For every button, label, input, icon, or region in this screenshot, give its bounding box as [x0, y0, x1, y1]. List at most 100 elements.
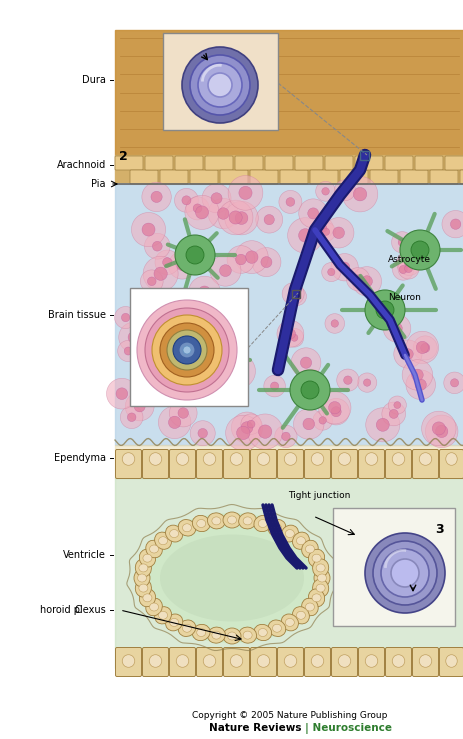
Circle shape — [321, 188, 329, 195]
FancyBboxPatch shape — [169, 647, 195, 676]
Text: | Neuroscience: | Neuroscience — [304, 723, 391, 734]
Circle shape — [375, 301, 393, 319]
Circle shape — [208, 198, 238, 228]
FancyBboxPatch shape — [412, 647, 438, 676]
Ellipse shape — [315, 584, 325, 592]
Ellipse shape — [238, 627, 256, 643]
Ellipse shape — [305, 545, 314, 553]
FancyBboxPatch shape — [115, 156, 143, 170]
Circle shape — [137, 300, 237, 400]
Circle shape — [342, 177, 377, 212]
Ellipse shape — [301, 599, 318, 616]
FancyBboxPatch shape — [339, 170, 367, 184]
Ellipse shape — [149, 603, 158, 611]
Circle shape — [274, 425, 296, 448]
Ellipse shape — [165, 525, 182, 542]
Bar — [163, 33, 277, 130]
Circle shape — [125, 392, 154, 420]
Ellipse shape — [238, 513, 256, 529]
Circle shape — [343, 376, 351, 384]
Circle shape — [173, 336, 200, 364]
Ellipse shape — [268, 620, 285, 636]
Circle shape — [182, 346, 191, 354]
Circle shape — [211, 193, 222, 204]
Ellipse shape — [284, 453, 296, 466]
Circle shape — [154, 267, 167, 280]
Circle shape — [214, 304, 244, 335]
Circle shape — [312, 218, 332, 239]
Circle shape — [174, 188, 198, 212]
Circle shape — [290, 334, 297, 341]
Ellipse shape — [296, 537, 305, 545]
Circle shape — [450, 378, 457, 387]
Circle shape — [324, 313, 344, 333]
Text: Ependyma: Ependyma — [54, 453, 106, 463]
Circle shape — [128, 332, 139, 343]
Bar — [291, 290, 300, 298]
Circle shape — [181, 196, 191, 205]
Circle shape — [142, 223, 155, 236]
Text: Pia: Pia — [91, 179, 106, 189]
Circle shape — [321, 262, 340, 282]
Ellipse shape — [145, 599, 162, 616]
Circle shape — [288, 287, 306, 305]
Circle shape — [186, 197, 209, 220]
Circle shape — [318, 392, 350, 424]
FancyBboxPatch shape — [142, 449, 168, 478]
Circle shape — [290, 348, 320, 378]
Circle shape — [119, 322, 149, 353]
Text: C: C — [74, 605, 81, 615]
Ellipse shape — [160, 534, 303, 621]
Ellipse shape — [243, 631, 251, 639]
Circle shape — [245, 251, 257, 263]
FancyBboxPatch shape — [142, 647, 168, 676]
Circle shape — [315, 181, 335, 201]
Circle shape — [154, 362, 166, 374]
Bar — [130, 288, 247, 406]
Text: Neuron: Neuron — [387, 293, 420, 302]
Text: Astrocyte: Astrocyte — [387, 255, 430, 264]
Circle shape — [318, 224, 326, 232]
Ellipse shape — [281, 525, 298, 542]
Ellipse shape — [149, 453, 162, 466]
Circle shape — [410, 241, 428, 259]
Circle shape — [152, 242, 162, 251]
Circle shape — [144, 234, 170, 259]
FancyBboxPatch shape — [223, 647, 249, 676]
Circle shape — [282, 283, 303, 304]
Circle shape — [258, 425, 271, 438]
Circle shape — [443, 372, 463, 394]
Circle shape — [357, 373, 376, 392]
FancyBboxPatch shape — [309, 170, 337, 184]
Ellipse shape — [158, 611, 167, 619]
Ellipse shape — [292, 607, 309, 624]
Circle shape — [289, 370, 329, 410]
Ellipse shape — [315, 564, 325, 572]
Circle shape — [140, 270, 163, 293]
Circle shape — [260, 256, 271, 268]
Circle shape — [417, 239, 437, 259]
FancyBboxPatch shape — [384, 156, 412, 170]
Circle shape — [421, 411, 455, 446]
Circle shape — [235, 241, 268, 273]
Circle shape — [364, 290, 404, 330]
Circle shape — [198, 63, 242, 107]
Bar — [115, 155, 463, 182]
Circle shape — [420, 344, 429, 353]
Circle shape — [401, 360, 432, 390]
Circle shape — [415, 341, 428, 353]
Ellipse shape — [338, 453, 350, 466]
Circle shape — [143, 256, 178, 291]
Circle shape — [236, 426, 250, 440]
Circle shape — [388, 409, 397, 418]
Circle shape — [120, 406, 143, 429]
Ellipse shape — [165, 614, 182, 631]
FancyBboxPatch shape — [115, 647, 141, 676]
Circle shape — [179, 342, 194, 358]
Circle shape — [322, 398, 349, 425]
Ellipse shape — [296, 611, 305, 619]
Circle shape — [270, 382, 278, 390]
Circle shape — [402, 349, 413, 359]
Circle shape — [217, 208, 229, 219]
Circle shape — [190, 420, 215, 446]
